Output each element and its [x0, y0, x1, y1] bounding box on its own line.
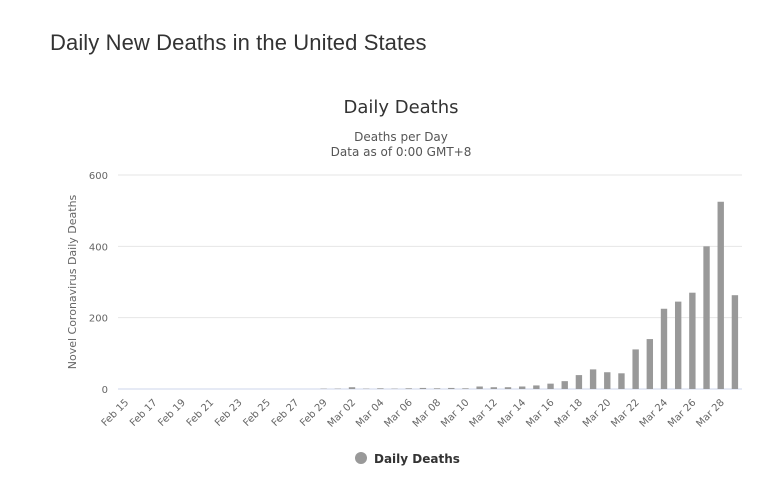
x-tick-label: Feb 29	[298, 397, 330, 429]
x-tick-label: Mar 06	[382, 397, 414, 429]
x-tick-label: Mar 18	[553, 397, 585, 429]
bar[interactable]	[618, 373, 625, 389]
bar[interactable]	[575, 375, 583, 389]
bar[interactable]	[405, 388, 412, 389]
bar[interactable]	[490, 387, 498, 389]
bar[interactable]	[476, 386, 483, 389]
bar[interactable]	[604, 372, 611, 389]
x-tick-label: Mar 22	[609, 397, 641, 429]
x-tick-label: Feb 25	[241, 397, 273, 429]
x-tick-label: Feb 27	[270, 397, 302, 429]
bar[interactable]	[547, 383, 554, 389]
bar[interactable]	[674, 301, 682, 389]
legend[interactable]: Daily Deaths	[355, 452, 460, 466]
x-tick-label: Feb 21	[185, 397, 217, 429]
y-axis-title: Novel Coronavirus Daily Deaths	[66, 194, 79, 369]
x-tick-label: Mar 20	[581, 397, 613, 429]
bar[interactable]	[717, 201, 724, 389]
x-tick-label: Mar 28	[694, 397, 726, 429]
bar[interactable]	[433, 388, 441, 389]
x-tick-label: Mar 02	[326, 397, 358, 429]
chart-subtitle-line-2: Data as of 0:00 GMT+8	[331, 145, 472, 159]
bar[interactable]	[646, 339, 654, 389]
y-tick-label: 600	[89, 171, 108, 182]
page-title: Daily New Deaths in the United States	[50, 30, 427, 55]
bar[interactable]	[703, 246, 710, 389]
bar[interactable]	[448, 387, 455, 389]
bar[interactable]	[348, 387, 356, 389]
bar[interactable]	[589, 369, 597, 389]
legend-label[interactable]: Daily Deaths	[374, 452, 460, 466]
bar[interactable]	[632, 349, 639, 389]
bar[interactable]	[462, 388, 469, 389]
legend-marker	[355, 452, 367, 464]
chart-title: Daily Deaths	[343, 97, 458, 118]
bar[interactable]	[533, 385, 540, 389]
x-tick-label: Feb 15	[100, 397, 132, 429]
x-tick-label: Mar 12	[468, 397, 500, 429]
y-tick-label: 400	[89, 242, 108, 253]
x-tick-label: Mar 04	[354, 397, 386, 429]
x-tick-label: Mar 24	[638, 397, 670, 429]
bar[interactable]	[419, 387, 427, 389]
x-tick-label: Mar 10	[439, 397, 471, 429]
x-tick-label: Feb 17	[128, 397, 160, 429]
bar[interactable]	[504, 387, 512, 389]
bar[interactable]	[561, 381, 568, 389]
x-tick-label: Mar 08	[411, 397, 443, 429]
bar[interactable]	[689, 292, 696, 389]
bar[interactable]	[731, 295, 739, 389]
chart-subtitle-line-1: Deaths per Day	[354, 130, 448, 144]
x-tick-label: Mar 16	[524, 397, 556, 429]
x-tick-label: Mar 14	[496, 397, 528, 429]
bar[interactable]	[660, 308, 668, 389]
x-tick-label: Feb 23	[213, 397, 245, 429]
x-tick-label: Mar 26	[666, 397, 698, 429]
y-tick-label: 200	[89, 314, 108, 325]
bar[interactable]	[518, 386, 526, 389]
y-tick-label: 0	[102, 385, 108, 396]
x-tick-label: Feb 19	[156, 397, 188, 429]
bar[interactable]	[377, 388, 384, 389]
